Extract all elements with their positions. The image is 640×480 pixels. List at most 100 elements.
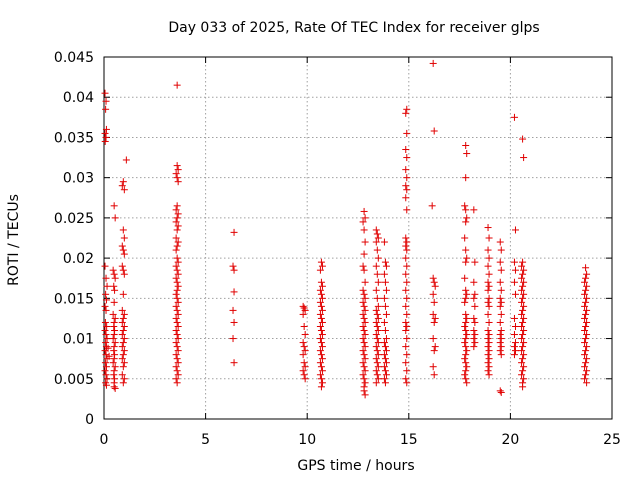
data-point (102, 290, 110, 298)
data-point (373, 359, 381, 367)
data-point (110, 322, 118, 330)
data-point (484, 367, 492, 375)
data-point (519, 383, 527, 391)
data-point (402, 375, 410, 383)
data-point (463, 214, 471, 222)
data-point (172, 246, 180, 254)
data-point (360, 302, 368, 310)
data-point (361, 355, 369, 363)
data-point (229, 335, 237, 343)
data-point (361, 379, 369, 387)
data-point (101, 318, 109, 326)
data-point (102, 381, 110, 389)
data-point (120, 270, 128, 278)
data-point (462, 327, 470, 335)
data-point (361, 306, 369, 314)
data-point (230, 266, 238, 274)
data-point (403, 351, 411, 359)
data-point (496, 331, 504, 339)
data-point (120, 186, 128, 194)
data-point (497, 246, 505, 254)
data-point (403, 335, 411, 343)
data-point (380, 294, 388, 302)
data-point (402, 343, 410, 351)
data-point (316, 266, 324, 274)
data-point (463, 347, 471, 355)
data-point (402, 146, 410, 154)
data-point (373, 322, 381, 330)
data-point (510, 351, 518, 359)
data-point (103, 335, 111, 343)
data-point (496, 278, 504, 286)
data-point (103, 322, 111, 330)
data-point (102, 331, 110, 339)
data-point (299, 367, 307, 375)
data-point (111, 286, 119, 294)
data-point (102, 296, 110, 304)
data-point (120, 322, 128, 330)
data-point (299, 310, 307, 318)
data-point (174, 282, 182, 290)
data-point (101, 359, 109, 367)
data-point (471, 339, 479, 347)
data-point (110, 331, 118, 339)
data-point (109, 335, 117, 343)
data-point (102, 371, 110, 379)
data-point (361, 318, 369, 326)
data-point (120, 347, 128, 355)
data-point (510, 314, 518, 322)
data-point (173, 214, 181, 222)
data-point (496, 294, 504, 302)
data-point (511, 347, 519, 355)
data-point (120, 234, 128, 242)
data-point (402, 234, 410, 242)
data-point (485, 254, 493, 262)
data-point (316, 298, 324, 306)
data-point (380, 238, 388, 246)
data-point (372, 226, 380, 234)
data-point (359, 262, 367, 270)
data-point (470, 294, 478, 302)
data-point (361, 391, 369, 399)
data-point (111, 384, 119, 392)
data-point (380, 363, 388, 371)
data-point (402, 194, 410, 202)
data-point (373, 246, 381, 254)
data-point (173, 318, 181, 326)
data-point (485, 355, 493, 363)
data-point (484, 286, 492, 294)
data-point (583, 318, 591, 326)
data-point (484, 298, 492, 306)
data-point (172, 170, 180, 178)
data-point (431, 282, 439, 290)
data-point (582, 298, 590, 306)
data-point (174, 298, 182, 306)
data-point (317, 314, 325, 322)
data-point (229, 306, 237, 314)
data-point (318, 379, 326, 387)
data-point (520, 363, 528, 371)
data-point (518, 347, 526, 355)
data-point (519, 270, 527, 278)
data-point (318, 367, 326, 375)
data-point (485, 270, 493, 278)
data-point (403, 322, 411, 330)
data-point (403, 367, 411, 375)
data-point (119, 178, 127, 186)
data-point (173, 174, 181, 182)
y-tick-label: 0.045 (54, 50, 94, 66)
data-point (461, 371, 469, 379)
data-point (463, 363, 471, 371)
data-point (520, 278, 528, 286)
data-point (484, 262, 492, 270)
data-point (360, 375, 368, 383)
data-point (520, 351, 528, 359)
data-point (511, 290, 519, 298)
data-point (230, 318, 238, 326)
data-point (380, 339, 388, 347)
data-point (119, 339, 127, 347)
data-point (119, 314, 127, 322)
data-point (111, 339, 119, 347)
y-tick-label: 0.03 (63, 171, 94, 187)
data-point (301, 375, 309, 383)
